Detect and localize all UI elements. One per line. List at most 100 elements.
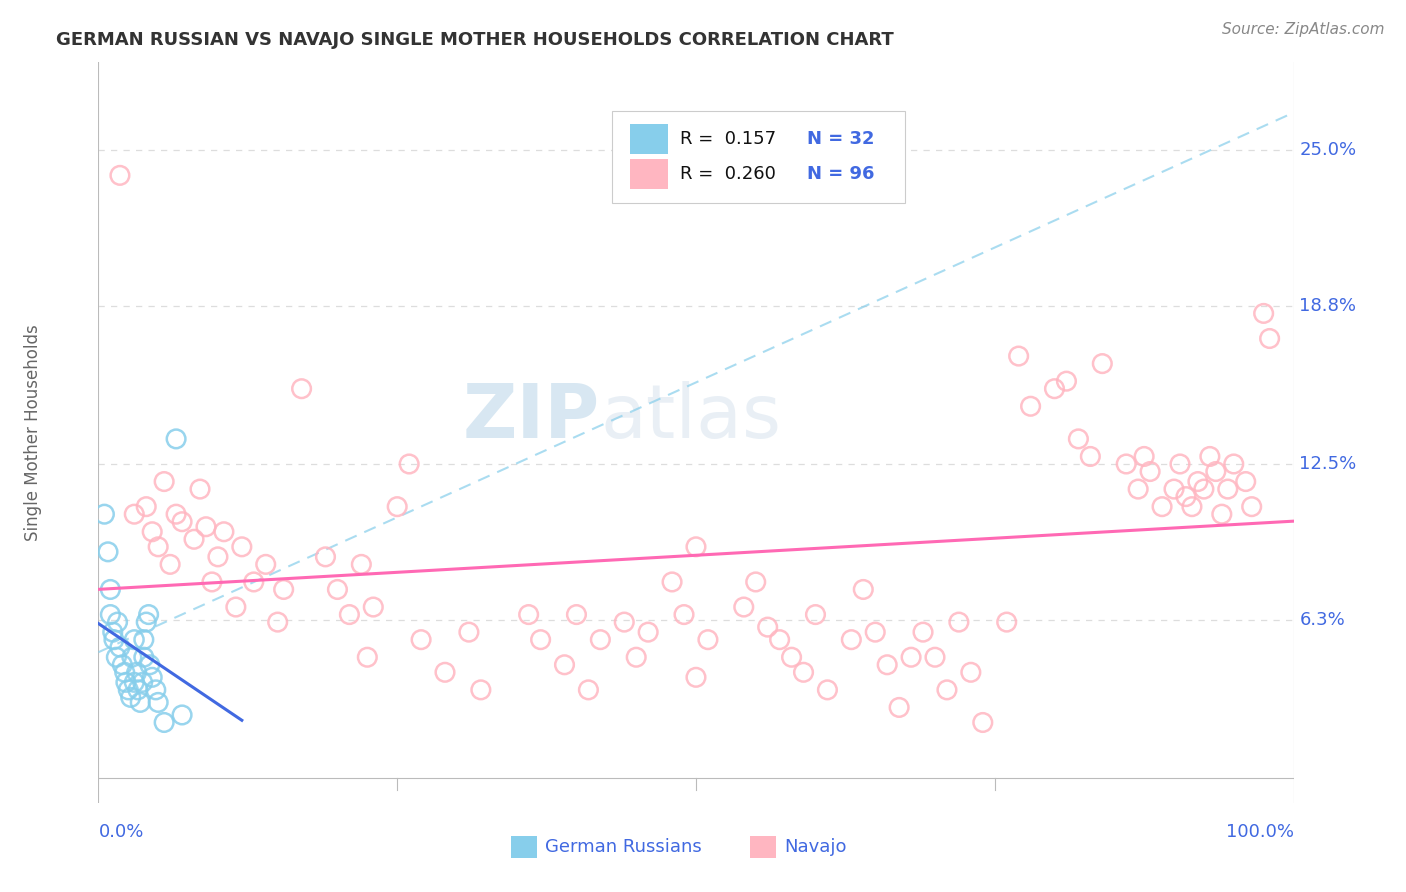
Point — [254, 558, 277, 572]
Point — [972, 715, 994, 730]
Point — [108, 169, 131, 183]
Point — [780, 650, 803, 665]
Point — [815, 682, 838, 697]
Point — [804, 607, 827, 622]
Point — [865, 625, 887, 640]
Point — [115, 675, 138, 690]
Point — [517, 607, 540, 622]
Point — [363, 600, 385, 615]
Point — [637, 625, 659, 640]
Point — [1128, 482, 1150, 496]
Point — [1175, 490, 1198, 504]
Text: N = 96: N = 96 — [807, 165, 875, 183]
Point — [124, 632, 146, 647]
Point — [1216, 482, 1239, 496]
Point — [231, 540, 253, 554]
Point — [120, 690, 142, 705]
Point — [1234, 475, 1257, 489]
Text: Source: ZipAtlas.com: Source: ZipAtlas.com — [1222, 22, 1385, 37]
Point — [172, 708, 194, 723]
Point — [107, 615, 129, 629]
Point — [768, 632, 790, 647]
Point — [201, 574, 224, 589]
Point — [153, 475, 176, 489]
Point — [105, 650, 128, 665]
Point — [995, 615, 1018, 629]
Point — [114, 665, 136, 680]
Point — [1253, 306, 1275, 320]
Point — [98, 607, 122, 622]
Text: GERMAN RUSSIAN VS NAVAJO SINGLE MOTHER HOUSEHOLDS CORRELATION CHART: GERMAN RUSSIAN VS NAVAJO SINGLE MOTHER H… — [56, 31, 894, 49]
Point — [470, 682, 492, 697]
Point — [613, 615, 636, 629]
Point — [434, 665, 457, 680]
Point — [117, 682, 139, 697]
Point — [139, 657, 162, 672]
Text: 0.0%: 0.0% — [98, 823, 143, 841]
Point — [1008, 349, 1031, 363]
Text: 12.5%: 12.5% — [1299, 455, 1357, 473]
Point — [93, 507, 115, 521]
Point — [188, 482, 211, 496]
Point — [1115, 457, 1137, 471]
Point — [1019, 399, 1042, 413]
Point — [733, 600, 755, 615]
Point — [398, 457, 420, 471]
Point — [225, 600, 247, 615]
Point — [326, 582, 349, 597]
Point — [356, 650, 378, 665]
Point — [207, 549, 229, 564]
Point — [385, 500, 409, 514]
Point — [626, 650, 648, 665]
Point — [291, 382, 314, 396]
Point — [129, 695, 152, 709]
Point — [936, 682, 959, 697]
Point — [1192, 482, 1215, 496]
Text: 100.0%: 100.0% — [1226, 823, 1294, 841]
Point — [911, 625, 934, 640]
Point — [1091, 357, 1114, 371]
Point — [793, 665, 815, 680]
Text: 25.0%: 25.0% — [1299, 141, 1357, 160]
Bar — [510, 836, 537, 858]
Point — [530, 632, 553, 647]
FancyBboxPatch shape — [630, 124, 668, 153]
Point — [852, 582, 875, 597]
Point — [132, 632, 155, 647]
Point — [131, 675, 153, 690]
Point — [1139, 465, 1161, 479]
Point — [97, 545, 120, 559]
Point — [1152, 500, 1174, 514]
Point — [315, 549, 337, 564]
Point — [135, 615, 157, 629]
Point — [1067, 432, 1090, 446]
Point — [685, 540, 707, 554]
Point — [1163, 482, 1185, 496]
Point — [124, 675, 146, 690]
Point — [125, 665, 148, 680]
Text: 18.8%: 18.8% — [1299, 297, 1357, 315]
Point — [876, 657, 898, 672]
Bar — [749, 836, 776, 858]
Point — [1080, 450, 1102, 464]
Text: 6.3%: 6.3% — [1299, 611, 1346, 629]
Point — [339, 607, 361, 622]
Point — [1043, 382, 1066, 396]
Point — [458, 625, 481, 640]
Point — [98, 582, 122, 597]
Point — [565, 607, 588, 622]
Point — [148, 695, 170, 709]
Point — [159, 558, 181, 572]
Point — [960, 665, 983, 680]
Point — [212, 524, 235, 539]
Point — [578, 682, 600, 697]
FancyBboxPatch shape — [613, 111, 905, 203]
Point — [183, 533, 205, 547]
Text: R =  0.260: R = 0.260 — [681, 165, 776, 183]
Point — [1211, 507, 1233, 521]
Text: R =  0.157: R = 0.157 — [681, 129, 776, 148]
Point — [132, 650, 155, 665]
Point — [141, 670, 163, 684]
Point — [145, 682, 167, 697]
Point — [1168, 457, 1191, 471]
